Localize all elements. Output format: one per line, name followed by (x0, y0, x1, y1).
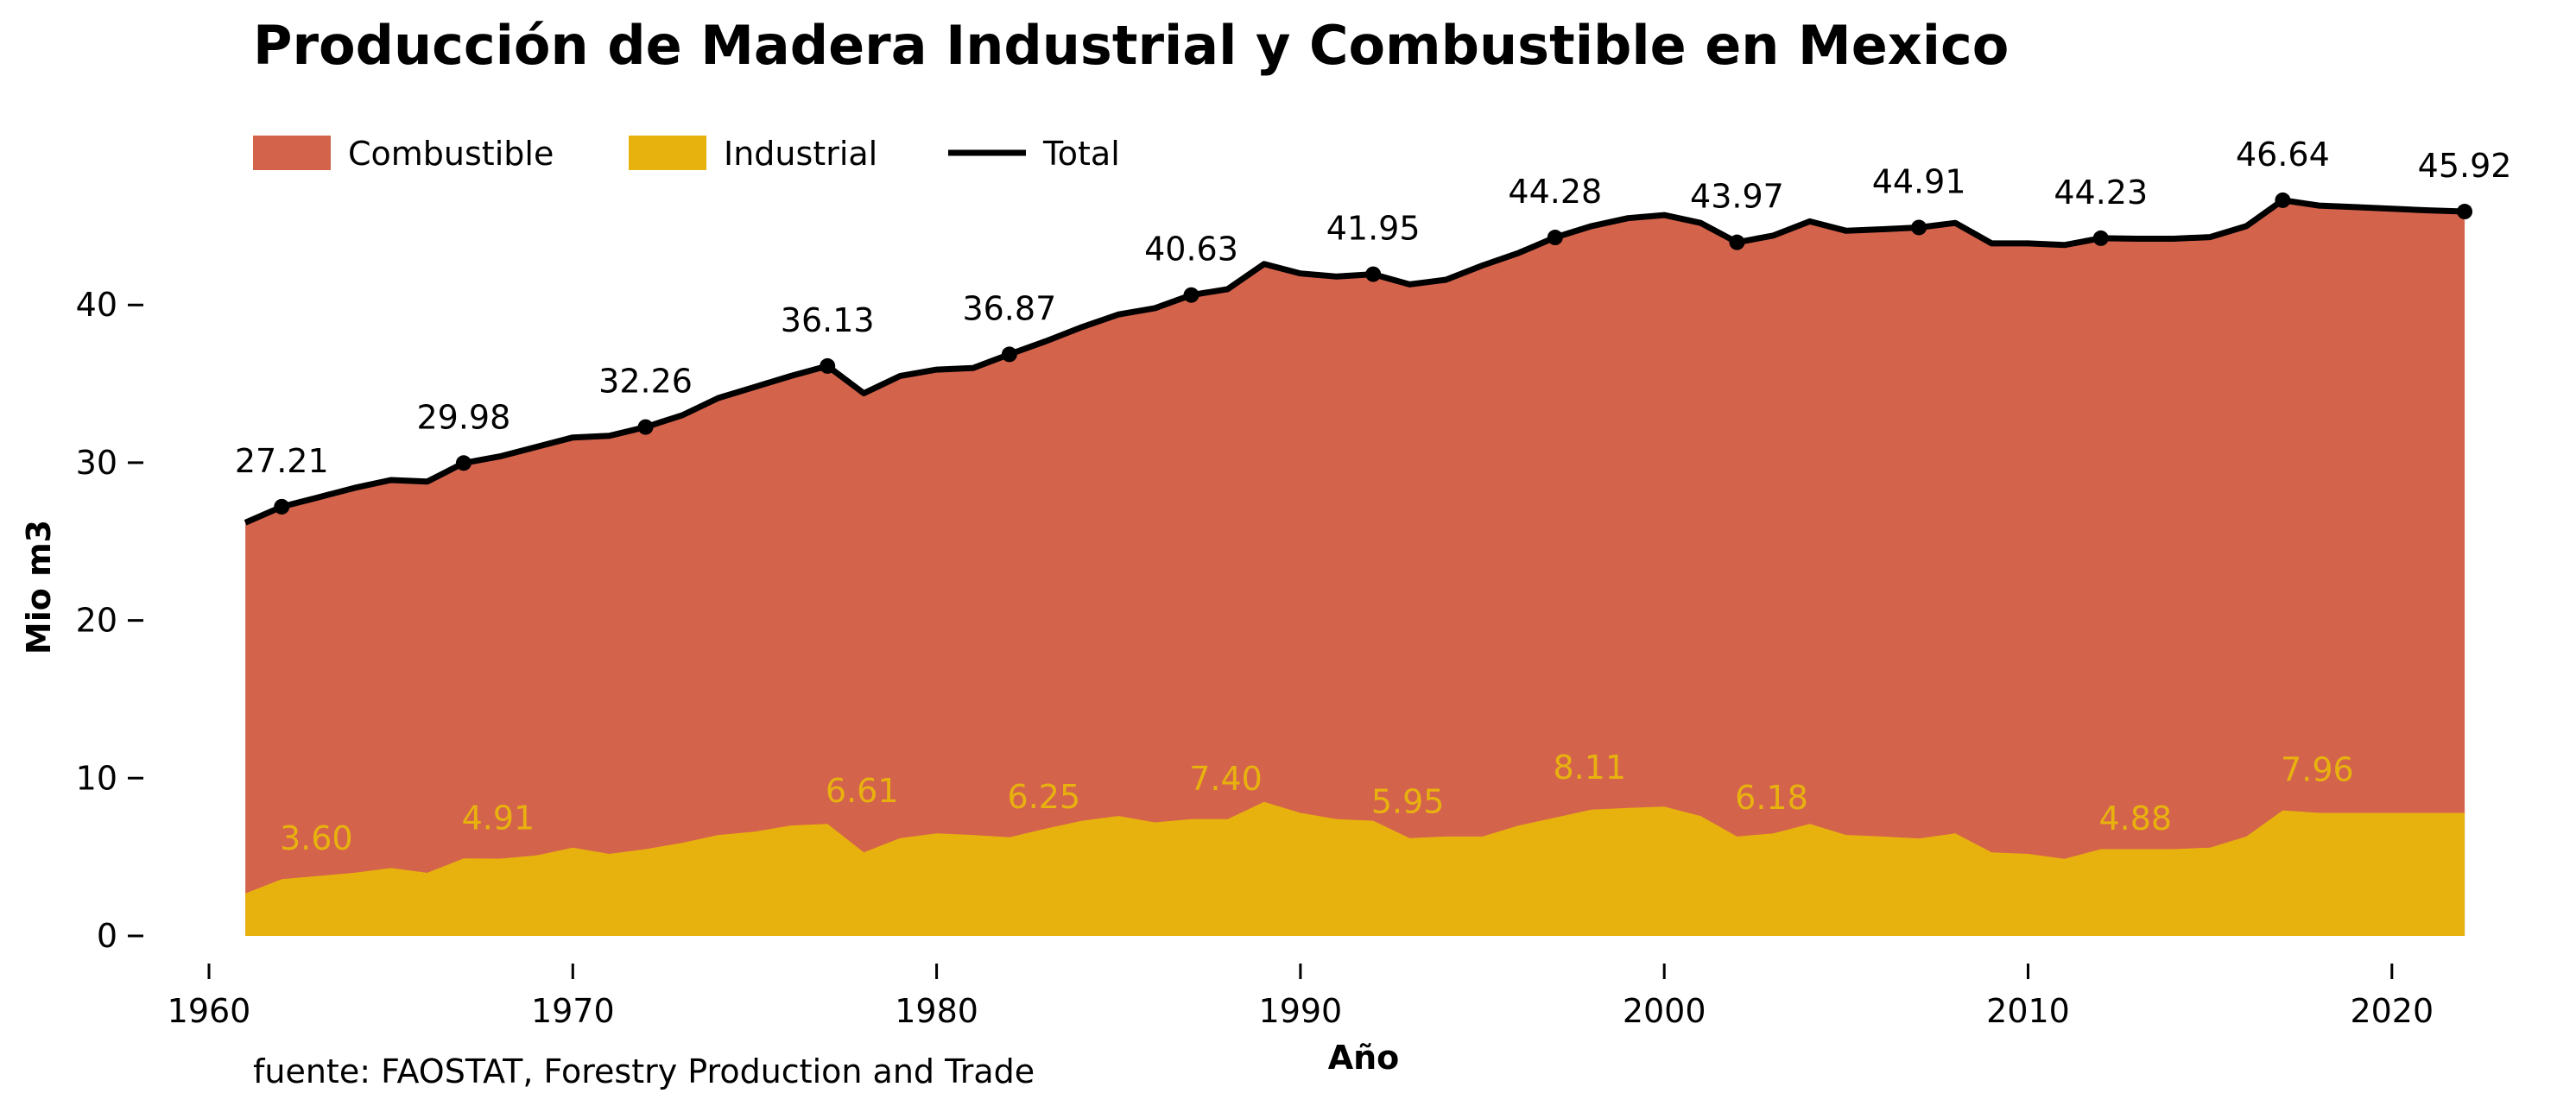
chart-title: Producción de Madera Industrial y Combus… (253, 14, 2009, 77)
total-marker (2457, 204, 2473, 220)
y-tick-label: 0 (97, 917, 117, 955)
legend-swatch (253, 136, 331, 170)
source-note: fuente: FAOSTAT, Forestry Production and… (253, 1052, 1035, 1090)
total-label: 40.63 (1144, 231, 1238, 269)
total-label: 36.87 (962, 289, 1056, 327)
x-tick-label: 2010 (1986, 992, 2070, 1030)
industrial-label: 6.61 (826, 772, 899, 810)
total-marker (820, 357, 836, 374)
legend-item-combustible: Combustible (253, 135, 554, 173)
industrial-label: 4.91 (462, 799, 535, 837)
total-label: 44.23 (2054, 174, 2148, 212)
y-tick-label: 20 (76, 602, 117, 640)
legend-label: Combustible (348, 135, 554, 173)
industrial-label: 3.60 (280, 819, 353, 857)
total-label: 45.92 (2418, 147, 2512, 185)
y-axis-label: Mio m3 (20, 520, 58, 654)
total-label: 46.64 (2236, 136, 2330, 174)
x-axis: 1960 1970 1980 1990 2000 2010 2020 (168, 964, 2434, 1030)
total-marker (274, 498, 290, 515)
total-markers (274, 192, 2473, 515)
y-tick-label: 30 (76, 444, 117, 482)
total-marker (637, 419, 654, 435)
legend-label: Industrial (724, 135, 877, 173)
legend-swatch (629, 136, 706, 170)
industrial-label: 6.18 (1735, 779, 1808, 817)
total-label: 27.21 (235, 442, 329, 480)
legend-item-industrial: Industrial (629, 135, 877, 173)
x-tick-label: 1990 (1259, 992, 1343, 1030)
total-marker (2275, 192, 2291, 208)
industrial-label: 7.96 (2281, 751, 2354, 789)
legend: Combustible Industrial Total (253, 135, 1120, 173)
legend-label: Total (1042, 135, 1120, 173)
industrial-data-labels: 3.60 4.91 6.61 6.25 7.40 5.95 8.11 6.18 4.88 7.96 (280, 749, 2354, 857)
total-label: 44.28 (1508, 173, 1602, 211)
x-tick-label: 2000 (1623, 992, 1706, 1030)
total-marker (1001, 346, 1017, 363)
industrial-label: 6.25 (1008, 778, 1081, 816)
total-marker (1183, 287, 1199, 303)
total-label: 43.97 (1690, 178, 1784, 216)
total-marker (1365, 266, 1382, 282)
total-label: 36.13 (781, 301, 875, 339)
industrial-label: 8.11 (1554, 749, 1627, 787)
total-marker (1911, 219, 1927, 236)
total-label: 32.26 (598, 363, 693, 401)
x-tick-label: 1960 (168, 992, 251, 1030)
y-axis: 0 10 20 30 40 (76, 286, 143, 955)
x-tick-label: 1980 (895, 992, 978, 1030)
y-tick-label: 10 (76, 759, 117, 797)
total-marker (1729, 234, 1745, 250)
total-marker (2092, 230, 2109, 246)
industrial-label: 4.88 (2098, 799, 2172, 837)
total-label: 29.98 (417, 398, 511, 436)
plot-area: 27.21 29.98 32.26 36.13 36.87 40.63 41.95 44.28… (235, 136, 2512, 936)
total-marker (1547, 230, 1563, 246)
total-marker (455, 455, 472, 471)
legend-item-total: Total (948, 135, 1120, 173)
x-tick-label: 1970 (531, 992, 615, 1030)
industrial-label: 7.40 (1189, 760, 1263, 798)
x-tick-label: 2020 (2350, 992, 2434, 1030)
industrial-area (245, 801, 2465, 936)
industrial-label: 5.95 (1371, 782, 1445, 820)
total-label: 44.91 (1872, 162, 1966, 200)
y-tick-label: 40 (76, 286, 117, 324)
combustible-area (245, 199, 2465, 936)
total-data-labels: 27.21 29.98 32.26 36.13 36.87 40.63 41.95 44.28… (235, 136, 2512, 480)
x-axis-label: Año (1328, 1039, 1400, 1077)
total-label: 41.95 (1326, 210, 1421, 248)
